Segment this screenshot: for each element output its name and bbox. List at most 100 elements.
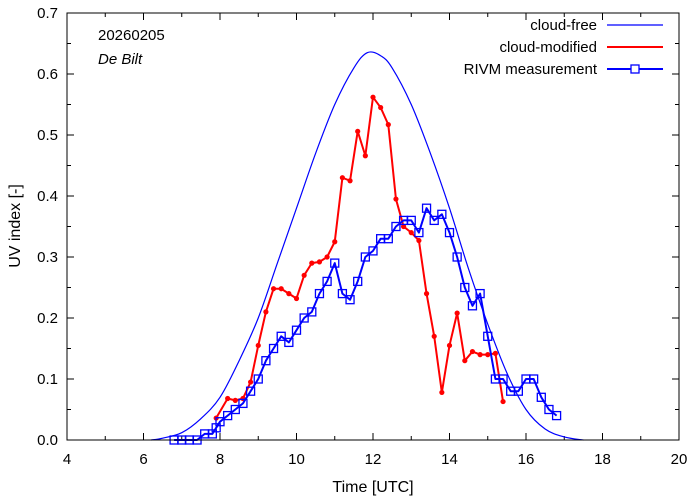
y-tick-label: 0.7 [37,5,58,22]
data-point-cloud-modified [408,230,414,236]
plot-frame [66,12,680,441]
data-point-cloud-modified [286,291,292,297]
data-point-rivm-measurement [529,374,539,384]
data-point-cloud-modified [355,128,361,134]
data-point-cloud-modified [378,104,384,111]
data-point-cloud-modified [232,397,238,403]
data-point-rivm-measurement [245,386,256,396]
x-tick-label: 6 [139,451,147,468]
data-point-rivm-measurement [268,343,279,354]
data-point-rivm-measurement [391,221,401,232]
data-point-rivm-measurement [460,282,470,293]
data-point-cloud-modified [293,295,300,302]
data-point-cloud-modified [462,358,468,364]
data-point-cloud-modified [362,153,368,159]
data-point-rivm-measurement [307,307,317,317]
data-point-rivm-measurement [437,209,447,219]
data-point-cloud-modified [416,237,422,244]
data-point-rivm-measurement [360,252,371,262]
legend: cloud-free cloud-modified RIVM measureme… [464,17,663,78]
data-point-cloud-modified [500,398,506,405]
data-point-rivm-measurement [421,203,432,213]
data-point-rivm-measurement [452,252,462,262]
data-point-rivm-measurement [238,398,248,409]
legend-label-cloud-free: cloud-free [530,17,597,34]
y-tick-label: 0.0 [37,432,58,449]
y-tick-label: 0.6 [37,66,58,83]
data-point-cloud-modified [339,175,345,181]
data-point-cloud-modified [492,350,498,356]
data-point-rivm-measurement [544,404,554,415]
data-point-rivm-measurement [483,331,493,341]
data-point-rivm-measurement [475,288,485,299]
data-point-rivm-measurement [513,386,523,396]
data-point-cloud-modified [401,223,407,230]
x-tick-label: 10 [288,451,305,468]
data-point-rivm-measurement [314,288,325,299]
data-point-rivm-measurement [406,215,416,226]
data-point-rivm-measurement [230,404,240,415]
data-point-cloud-modified [347,178,353,184]
data-point-cloud-modified [324,254,330,260]
data-point-rivm-measurement [383,234,393,244]
data-point-rivm-measurement [261,356,271,366]
data-point-rivm-measurement [337,288,348,299]
data-point-rivm-measurement [322,276,332,287]
legend-marker-rivm-measurement [630,64,640,74]
data-point-cloud-modified [469,348,476,355]
x-tick-label: 16 [518,451,535,468]
y-tick-label: 0.3 [37,249,58,266]
data-point-cloud-modified [385,122,391,128]
data-point-cloud-modified [423,291,430,297]
data-point-rivm-measurement [498,374,508,384]
data-point-rivm-measurement [345,295,355,305]
data-point-cloud-modified [278,286,284,292]
data-point-cloud-modified [270,286,277,292]
y-tick-label: 0.2 [37,310,58,327]
data-point-cloud-modified [370,94,376,100]
data-point-rivm-measurement [368,246,378,256]
y-axis-title: UV index [-] [7,184,24,268]
data-point-rivm-measurement [551,410,562,421]
y-tick-label: 0.4 [37,188,58,205]
data-point-rivm-measurement [444,227,455,238]
data-point-cloud-modified [446,342,453,349]
data-point-rivm-measurement [536,392,546,402]
x-axis-title: Time [UTC] [332,479,413,496]
data-point-cloud-modified [454,310,460,316]
y-tick-label: 0.1 [37,371,58,388]
data-point-cloud-modified [225,395,231,402]
data-point-rivm-measurement [276,331,286,341]
data-point-cloud-modified [263,309,269,315]
tick-labels: 4 6 8 10 12 14 16 18 20 0.0 0.1 0.2 0.3 0.4 0.5 0.6 0.7 [37,5,687,468]
legend-label-cloud-modified: cloud-modified [499,39,597,56]
legend-label-rivm-measurement: RIVM measurement [464,61,598,78]
data-point-cloud-modified [248,379,254,385]
date-annotation: 20260205 [98,27,165,44]
data-point-rivm-measurement [299,313,309,323]
x-tick-label: 4 [63,451,71,468]
series-line-cloud-modified [215,96,505,419]
series-line-cloud-free [151,51,584,441]
data-point-rivm-measurement [467,301,478,311]
data-point-cloud-modified [485,352,491,358]
data-point-rivm-measurement [429,215,439,226]
data-point-cloud-modified [309,260,315,266]
data-point-cloud-modified [255,342,261,349]
data-point-rivm-measurement [353,276,363,287]
data-point-cloud-modified [393,196,399,202]
data-point-rivm-measurement [330,258,340,268]
data-point-rivm-measurement [284,337,294,348]
data-point-cloud-modified [332,239,338,245]
data-point-rivm-measurement [414,227,424,238]
data-point-cloud-modified [439,389,445,396]
data-point-cloud-modified [301,272,307,278]
x-tick-label: 18 [594,451,611,468]
data-point-rivm-measurement [222,410,233,421]
location-annotation: De Bilt [98,51,143,68]
data-point-rivm-measurement [291,325,302,335]
data-point-rivm-measurement [215,417,225,427]
data-point-cloud-modified [477,352,483,358]
